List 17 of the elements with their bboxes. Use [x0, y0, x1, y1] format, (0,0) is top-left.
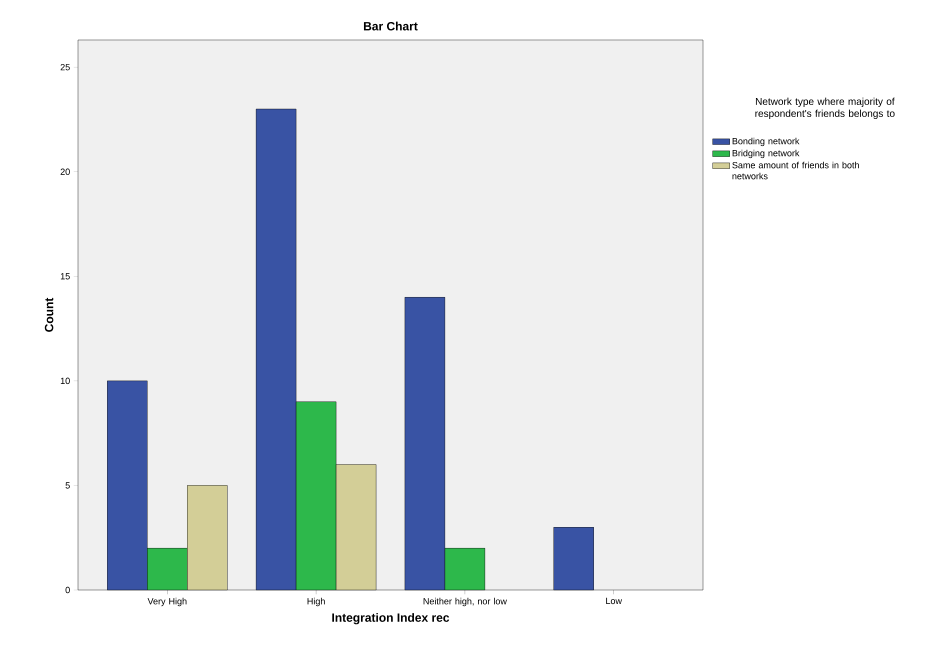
- legend-label: Bonding network: [732, 138, 800, 146]
- legend-label: Same amount of friends in both networks: [732, 162, 859, 180]
- y-axis-title: Count: [44, 298, 54, 332]
- y-tick-label: 20: [60, 168, 70, 175]
- y-tick-label: 5: [66, 482, 70, 489]
- y-tick-label: 25: [60, 64, 70, 70]
- x-tick-label: High: [308, 598, 325, 606]
- x-tick-label: Neither high, nor low: [424, 598, 507, 606]
- x-tick-label: Low: [606, 598, 622, 604]
- x-tick-label: Very High: [148, 598, 186, 606]
- y-tick-label: 15: [60, 273, 70, 280]
- x-axis-title: Integration Index rec: [332, 613, 450, 624]
- legend-label: Bridging network: [732, 150, 800, 158]
- legend-title: Network type where majority of respondent's friends belongs to: [755, 98, 895, 119]
- y-tick-label: 10: [60, 378, 70, 384]
- chart-title: Bar Chart: [364, 22, 418, 30]
- y-tick-label: 0: [66, 586, 70, 594]
